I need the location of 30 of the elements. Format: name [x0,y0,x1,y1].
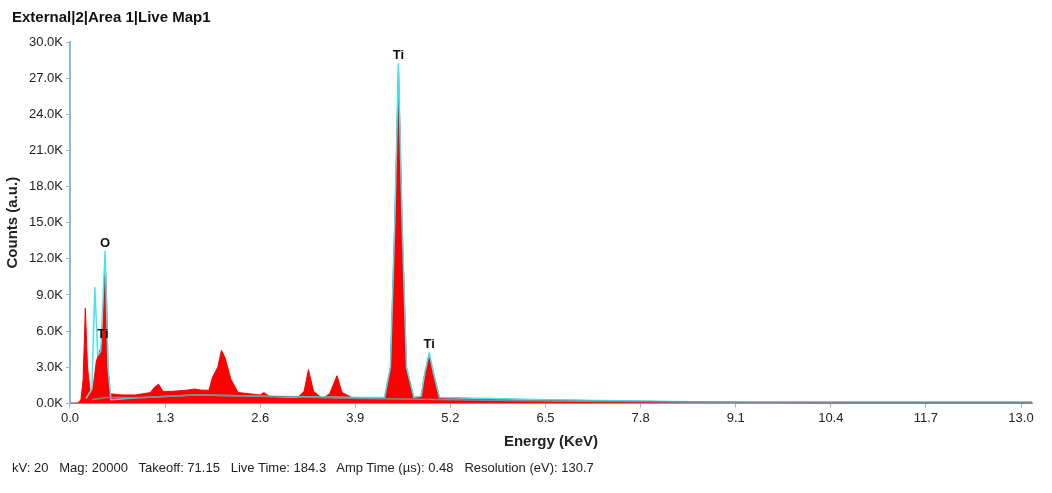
y-tick-label: 12.0K [28,250,64,266]
x-tick-label: 2.6 [251,409,270,425]
chart-title: External|2|Area 1|Live Map1 [12,8,211,25]
y-tick-label: 0.0K [36,394,64,410]
y-tick-label: 6.0K [36,322,64,338]
x-tick-label: 3.9 [346,409,365,425]
x-tick-label: 10.4 [818,409,844,425]
annotation: Ti [423,335,435,351]
annotation: Ti [97,326,109,342]
x-tick-label: 5.2 [441,409,460,425]
y-tick-label: 15.0K [28,214,64,230]
y-tick-label: 30.0K [28,33,64,49]
y-axis-title: Counts (a.u.) [3,176,21,269]
x-tick-label: 7.8 [631,409,650,425]
text: kV: 20 Mag: 20000 Takeoff: 71.15 Live Time: 184.3 Amp Time (µs): 0.48 Resolution (eV): 130.7 [12,460,594,475]
x-tick-label: 6.5 [536,409,555,425]
y-tick-label: 18.0K [28,178,64,194]
y-tick-label: 24.0K [28,105,64,121]
x-tick-label: 13.0 [1008,409,1034,425]
x-tick-label: 1.3 [156,409,175,425]
y-tick-label: 9.0K [36,286,64,302]
x-axis-title: Energy (KeV) [503,432,599,450]
x-tick-label: 9.1 [726,409,745,425]
y-tick-label: 27.0K [28,69,64,85]
y-tick-label: 21.0K [28,142,64,157]
x-tick-label: 0.0 [60,409,80,425]
annotation: Ti [392,46,405,62]
annotation: O [100,234,111,250]
x-tick-label: 11.7 [913,409,939,425]
y-tick-label: 3.0K [36,358,64,374]
